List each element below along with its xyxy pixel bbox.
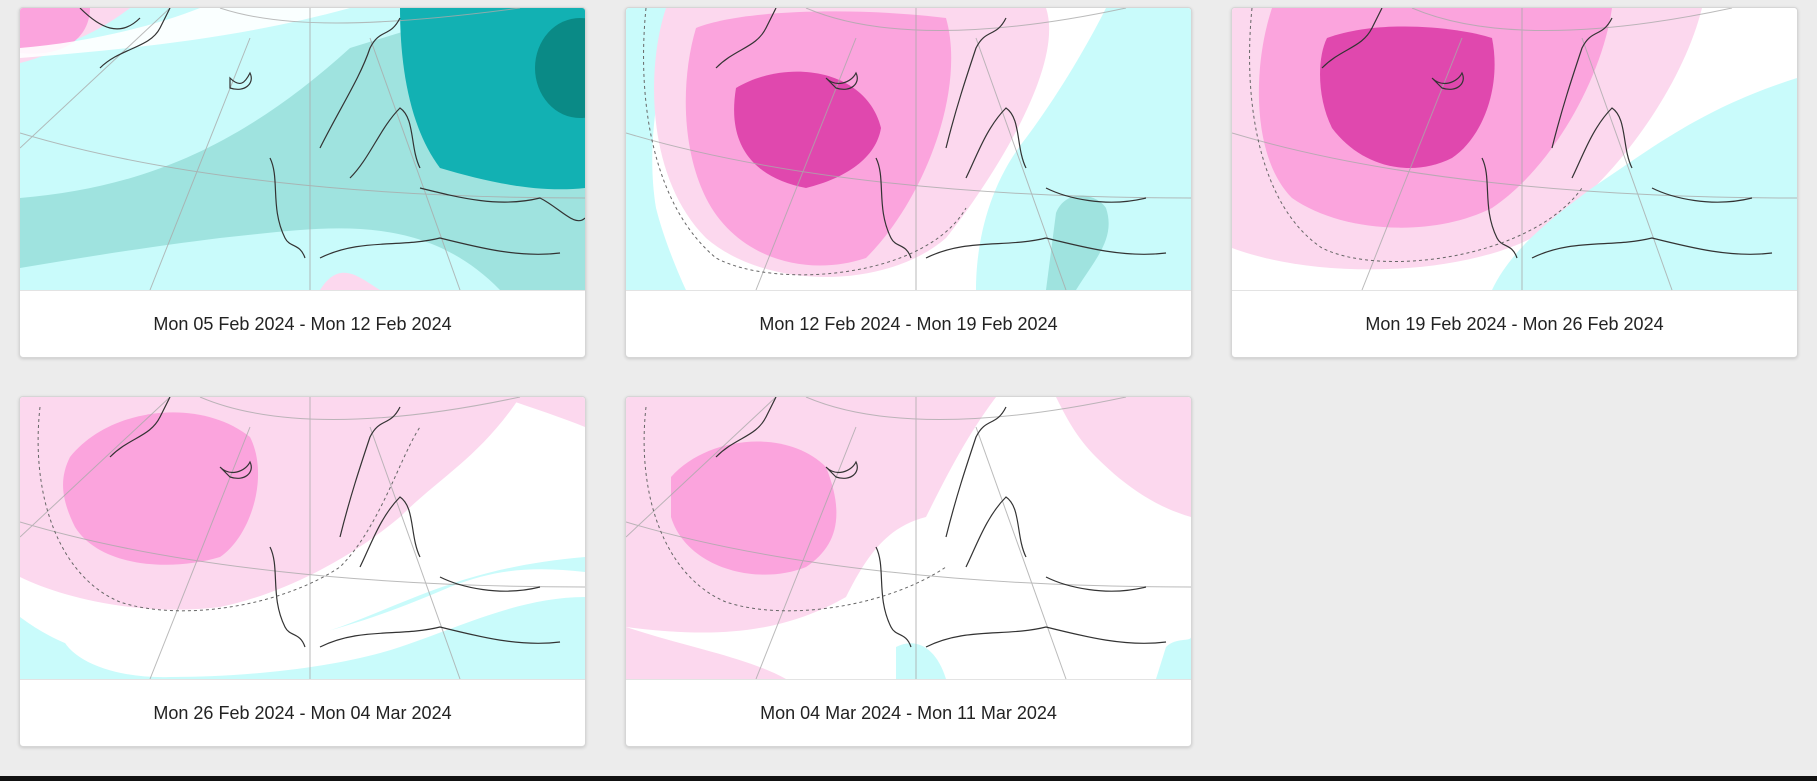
- forecast-period-label: Mon 05 Feb 2024 - Mon 12 Feb 2024: [20, 290, 585, 357]
- forecast-period-label: Mon 04 Mar 2024 - Mon 11 Mar 2024: [626, 679, 1191, 746]
- forecast-map-card[interactable]: Mon 26 Feb 2024 - Mon 04 Mar 2024: [19, 396, 586, 747]
- forecast-map-card[interactable]: Mon 12 Feb 2024 - Mon 19 Feb 2024: [625, 7, 1192, 358]
- forecast-map-card[interactable]: Mon 04 Mar 2024 - Mon 11 Mar 2024: [625, 396, 1192, 747]
- forecast-period-label: Mon 19 Feb 2024 - Mon 26 Feb 2024: [1232, 290, 1797, 357]
- forecast-period-label: Mon 12 Feb 2024 - Mon 19 Feb 2024: [626, 290, 1191, 357]
- anomaly-map: [1232, 8, 1797, 290]
- anomaly-map: [626, 397, 1191, 679]
- forecast-period-label: Mon 26 Feb 2024 - Mon 04 Mar 2024: [20, 679, 585, 746]
- anomaly-map: [20, 8, 585, 290]
- forecast-map-card[interactable]: Mon 19 Feb 2024 - Mon 26 Feb 2024: [1231, 7, 1798, 358]
- forecast-map-card[interactable]: Mon 05 Feb 2024 - Mon 12 Feb 2024: [19, 7, 586, 358]
- bottom-bar: [0, 776, 1817, 781]
- anomaly-map: [20, 397, 585, 679]
- anomaly-map: [626, 8, 1191, 290]
